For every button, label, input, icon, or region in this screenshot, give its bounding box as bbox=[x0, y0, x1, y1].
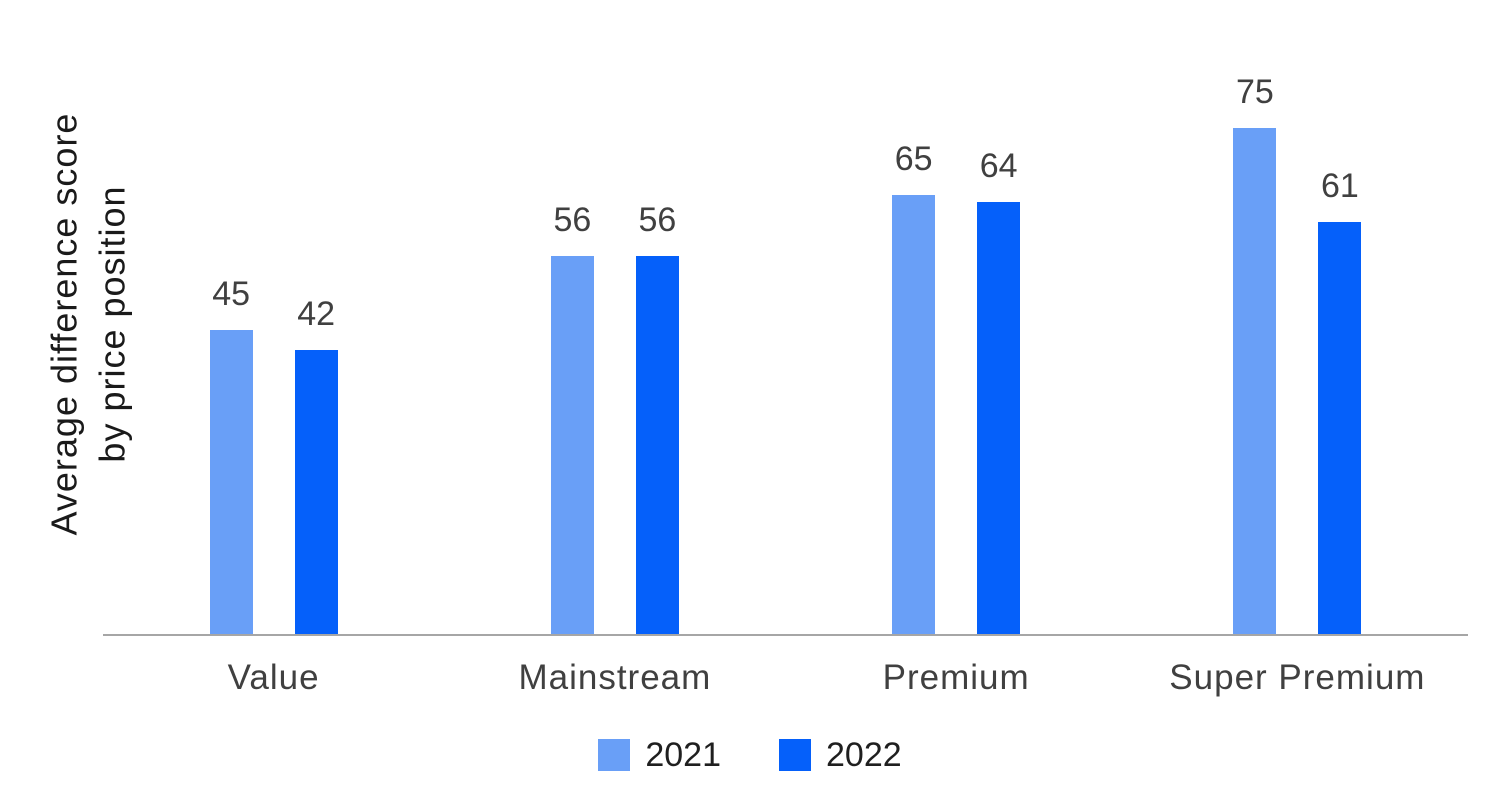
bar-2022 bbox=[1318, 222, 1362, 634]
bar-wrap: 64 bbox=[977, 146, 1021, 634]
bar-wrap: 75 bbox=[1233, 72, 1277, 634]
value-label-2022: 61 bbox=[1320, 167, 1359, 206]
legend-item-2021: 2021 bbox=[598, 738, 721, 772]
legend-swatch-2021 bbox=[598, 739, 631, 771]
bar-2021 bbox=[1233, 128, 1277, 634]
legend: 2021 2022 bbox=[0, 738, 1500, 772]
value-label-2022: 64 bbox=[979, 147, 1018, 186]
value-label-2021: 45 bbox=[212, 275, 251, 314]
category-label: Mainstream bbox=[518, 658, 712, 697]
legend-item-2022: 2022 bbox=[779, 738, 902, 772]
bar-wrap: 56 bbox=[635, 200, 679, 634]
legend-label-2021: 2021 bbox=[645, 736, 721, 774]
legend-swatch-2022 bbox=[779, 739, 811, 771]
bar-wrap: 56 bbox=[550, 200, 594, 634]
bar-2021 bbox=[209, 330, 253, 634]
bar-2022 bbox=[294, 350, 338, 634]
value-label-2021: 56 bbox=[553, 201, 592, 240]
value-label-2021: 65 bbox=[894, 140, 933, 179]
bar-wrap: 65 bbox=[892, 139, 936, 634]
y-axis-label-line1: Average difference score bbox=[43, 112, 85, 536]
category-axis: Value Mainstream Premium Super Premium bbox=[103, 636, 1468, 695]
category-label: Value bbox=[227, 658, 320, 697]
bar-group-mainstream: 56 56 bbox=[444, 60, 785, 634]
bar-group-value: 45 42 bbox=[103, 60, 444, 634]
bar-2021 bbox=[550, 256, 594, 634]
category-label: Premium bbox=[882, 658, 1030, 697]
legend-label-2022: 2022 bbox=[826, 736, 902, 774]
bar-wrap: 42 bbox=[294, 294, 338, 634]
value-label-2021: 75 bbox=[1235, 73, 1274, 112]
bar-group-premium: 65 64 bbox=[786, 60, 1127, 634]
bar-group-super-premium: 75 61 bbox=[1127, 60, 1468, 634]
bar-wrap: 45 bbox=[209, 274, 253, 634]
bar-2021 bbox=[892, 195, 936, 634]
value-label-2022: 56 bbox=[638, 201, 677, 240]
bar-2022 bbox=[635, 256, 679, 634]
bar-wrap: 61 bbox=[1318, 166, 1362, 634]
category-label: Super Premium bbox=[1169, 658, 1426, 697]
plot-area: 45 42 56 56 65 64 75 61 bbox=[103, 60, 1468, 636]
value-label-2022: 42 bbox=[297, 295, 336, 334]
bar-2022 bbox=[977, 202, 1021, 634]
